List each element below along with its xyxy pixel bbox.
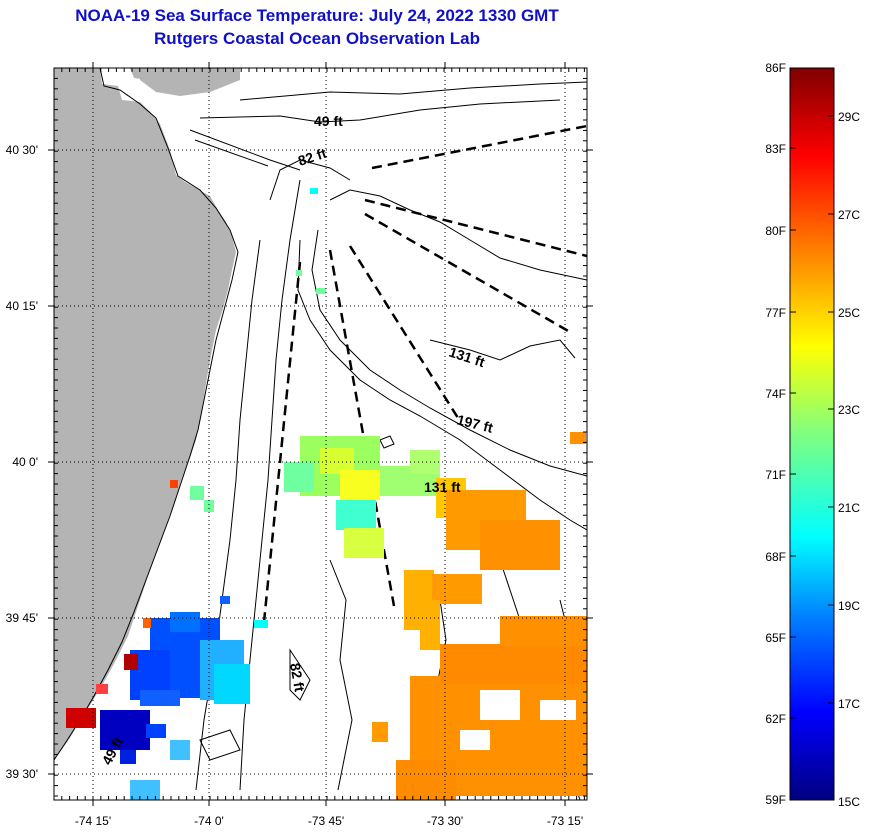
colorbar-f-label: 71F	[765, 468, 786, 482]
depth-label-82ft-south: 82 ft	[287, 662, 308, 693]
colorbar-f-label: 62F	[765, 712, 786, 726]
colorbar-f-label: 65F	[765, 631, 786, 645]
depth-label-131ft-south: 131 ft	[424, 479, 461, 495]
lon-tick-label: -74 15'	[75, 814, 111, 828]
colorbar-f-label: 74F	[765, 387, 786, 401]
colorbar-f-label: 68F	[765, 550, 786, 564]
colorbar-gradient	[789, 67, 835, 801]
sst-patch-warm-east	[404, 432, 586, 650]
colorbar-f-label: 86F	[765, 61, 786, 75]
colorbar-c-label: 21C	[838, 501, 860, 515]
colorbar-f-label: 83F	[765, 142, 786, 156]
lat-tick-label: 40 0'	[12, 455, 38, 469]
colorbar-c-label: 29C	[838, 110, 860, 124]
lon-tick-label: -74 0'	[194, 814, 224, 828]
lon-tick-label: -73 15'	[547, 814, 583, 828]
colorbar-c-label: 19C	[838, 599, 860, 613]
land-mass	[54, 68, 236, 760]
lon-tick-label: -73 30'	[427, 814, 463, 828]
temperature-colorbar: 86F 83F 80F 77F 74F 71F 68F 65F 62F 59F …	[765, 61, 860, 809]
colorbar-f-label: 80F	[765, 224, 786, 238]
colorbar-f-label: 77F	[765, 306, 786, 320]
longitude-axis: -74 15' -74 0' -73 45' -73 30' -73 15'	[75, 814, 583, 828]
colorbar-c-label: 27C	[838, 208, 860, 222]
colorbar-c-label: 25C	[838, 306, 860, 320]
lat-tick-label: 40 15'	[6, 299, 38, 313]
land-mass-north	[140, 68, 240, 96]
colorbar-c-label: 23C	[838, 403, 860, 417]
colorbar-c-label: 17C	[838, 697, 860, 711]
chart-title: NOAA-19 Sea Surface Temperature: July 24…	[75, 6, 559, 25]
lat-tick-label: 40 30'	[6, 143, 38, 157]
latitude-axis: 40 30' 40 15' 40 0' 39 45' 39 30'	[6, 143, 38, 781]
lat-tick-label: 39 30'	[6, 767, 38, 781]
lat-tick-label: 39 45'	[6, 611, 38, 625]
colorbar-c-label: 15C	[838, 795, 860, 809]
lon-tick-label: -73 45'	[308, 814, 344, 828]
sst-patch-warm-south	[372, 616, 587, 800]
chart-subtitle: Rutgers Coastal Ocean Observation Lab	[154, 29, 480, 48]
sst-patch-cold	[66, 480, 268, 800]
sst-patch-cool-north	[190, 188, 440, 558]
colorbar-f-label: 59F	[765, 793, 786, 807]
depth-label-49ft-north: 49 ft	[314, 113, 343, 129]
